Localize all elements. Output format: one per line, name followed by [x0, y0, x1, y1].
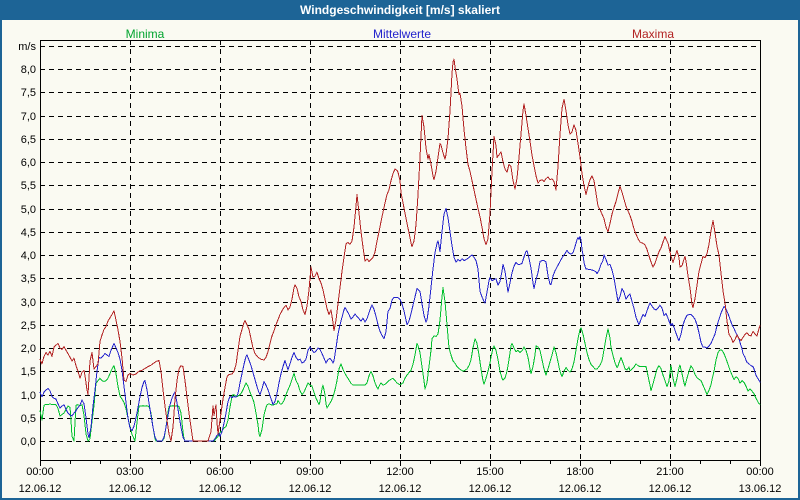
series-line-mittelwerte — [39, 208, 761, 442]
x-time-label: 00:00 — [746, 466, 774, 478]
y-tick-label: 3,5 — [20, 273, 36, 286]
y-tick-label: 6,0 — [20, 157, 36, 169]
y-tick-label: 6,5 — [20, 133, 36, 146]
x-date-label: 12.06.12 — [558, 483, 602, 495]
x-time-label: 15:00 — [476, 466, 504, 478]
y-tick-label: 0,0 — [20, 436, 36, 448]
x-time-label: 12:00 — [386, 466, 414, 478]
legend-item-mittelwerte: Mittelwerte — [372, 27, 432, 41]
y-tick-label: 5,0 — [20, 203, 36, 216]
chart-title: Windgeschwindigkeit [m/s] skaliert — [300, 3, 500, 17]
y-tick-label: 4,0 — [20, 250, 36, 262]
series-line-maxima — [39, 58, 761, 442]
y-tick-label: 7,5 — [20, 87, 36, 100]
y-tick-label: 8,0 — [20, 64, 36, 76]
x-date-label: 12.06.12 — [198, 483, 242, 495]
legend-item-minima: Minima — [125, 27, 165, 41]
x-date-label: 12.06.12 — [468, 483, 512, 495]
legend-item-maxima: Maxima — [631, 27, 675, 41]
x-time-label: 18:00 — [566, 466, 594, 478]
x-time-label: 21:00 — [656, 466, 684, 478]
y-tick-label: 5,5 — [20, 180, 36, 193]
y-tick-label: 3,0 — [20, 296, 36, 309]
x-date-label: 13.06.12 — [738, 483, 782, 495]
x-date-label: 12.06.12 — [288, 483, 332, 495]
x-date-label: 12.06.12 — [648, 483, 692, 495]
y-tick-label: 2,5 — [20, 319, 36, 332]
x-time-label: 00:00 — [26, 466, 54, 478]
y-tick-label: 0,5 — [20, 412, 36, 425]
y-tick-label: 4,5 — [20, 226, 36, 239]
x-time-label: 03:00 — [116, 466, 144, 478]
x-date-label: 12.06.12 — [378, 483, 422, 495]
x-time-label: 09:00 — [296, 466, 324, 478]
y-axis-unit-label: m/s — [18, 40, 36, 53]
y-tick-label: 7,0 — [20, 110, 36, 123]
x-time-label: 06:00 — [206, 466, 234, 478]
y-tick-label: 2,0 — [20, 343, 36, 355]
title-bar: Windgeschwindigkeit [m/s] skaliert — [0, 0, 800, 20]
x-date-label: 12.06.12 — [108, 483, 152, 495]
y-tick-label: 1,0 — [20, 389, 36, 402]
y-tick-label: 1,5 — [20, 366, 36, 379]
x-date-label: 12.06.12 — [18, 483, 62, 495]
